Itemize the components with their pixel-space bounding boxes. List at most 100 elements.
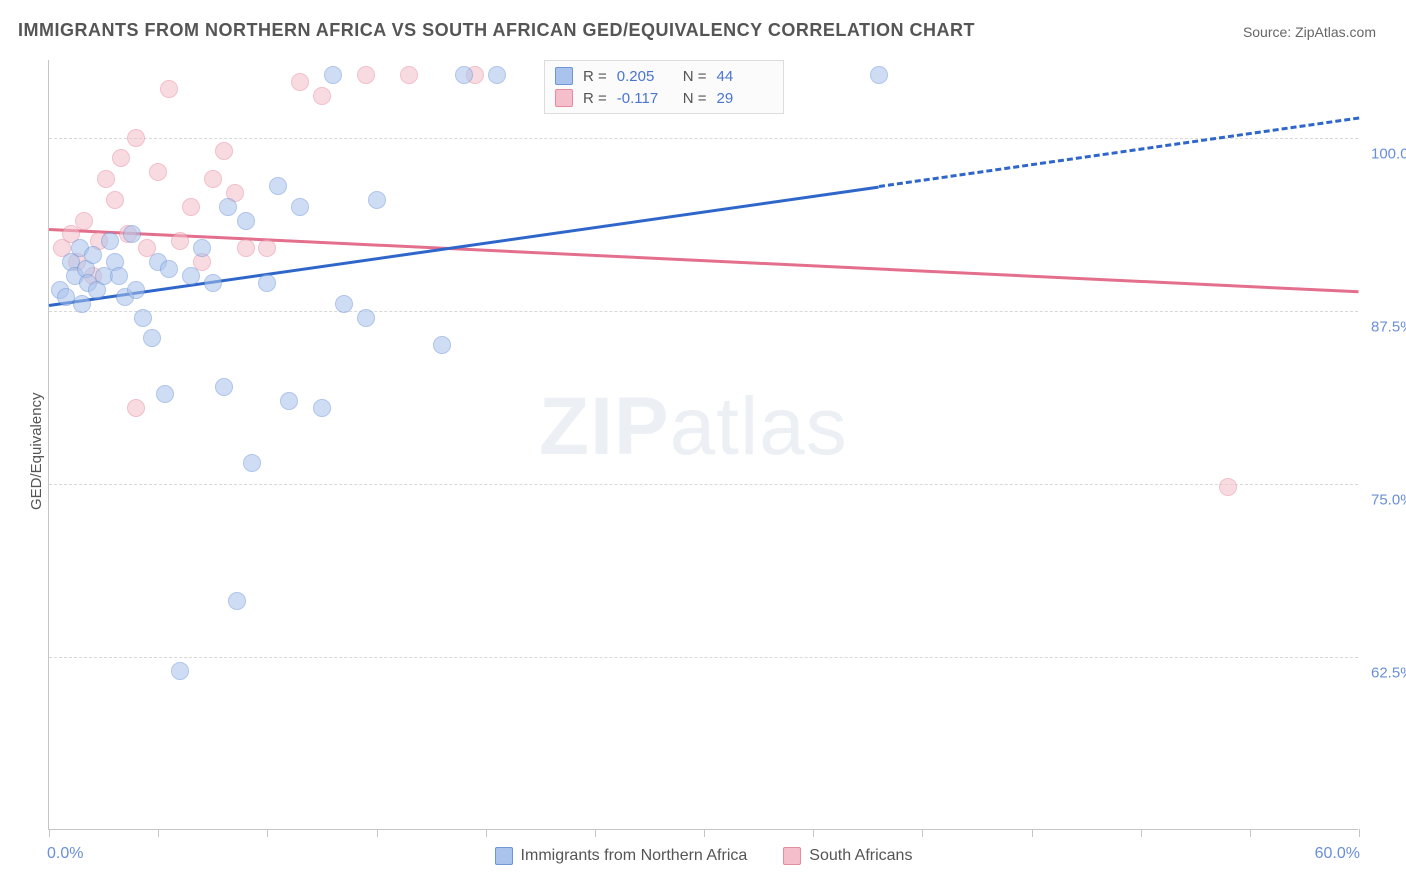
r-label: R = (583, 90, 607, 107)
data-point[interactable] (106, 191, 124, 209)
legend-item-series-a: Immigrants from Northern Africa (495, 847, 748, 865)
x-tick (1032, 829, 1033, 837)
data-point[interactable] (488, 66, 506, 84)
y-tick-label: 100.0% (1371, 145, 1406, 162)
data-point[interactable] (455, 66, 473, 84)
data-point[interactable] (149, 163, 167, 181)
data-point[interactable] (156, 385, 174, 403)
swatch-series-a (495, 847, 513, 865)
gridline (49, 657, 1358, 658)
data-point[interactable] (84, 246, 102, 264)
legend-item-series-b: South Africans (783, 847, 912, 865)
x-tick (377, 829, 378, 837)
data-point[interactable] (143, 329, 161, 347)
r-label: R = (583, 68, 607, 85)
swatch-series-b (783, 847, 801, 865)
data-point[interactable] (291, 73, 309, 91)
data-point[interactable] (204, 274, 222, 292)
data-point[interactable] (127, 129, 145, 147)
data-point[interactable] (134, 309, 152, 327)
data-point[interactable] (228, 592, 246, 610)
data-point[interactable] (870, 66, 888, 84)
data-point[interactable] (215, 378, 233, 396)
data-point[interactable] (182, 267, 200, 285)
data-point[interactable] (243, 454, 261, 472)
data-point[interactable] (237, 239, 255, 257)
data-point[interactable] (324, 66, 342, 84)
data-point[interactable] (400, 66, 418, 84)
data-point[interactable] (127, 399, 145, 417)
data-point[interactable] (368, 191, 386, 209)
n-value-b: 29 (717, 90, 773, 107)
chart-container: IMMIGRANTS FROM NORTHERN AFRICA VS SOUTH… (0, 0, 1406, 892)
data-point[interactable] (258, 274, 276, 292)
data-point[interactable] (160, 260, 178, 278)
data-point[interactable] (1219, 478, 1237, 496)
x-tick (486, 829, 487, 837)
legend-row-series-a: R = 0.205 N = 44 (555, 65, 773, 87)
source-attribution: Source: ZipAtlas.com (1243, 24, 1376, 40)
data-point[interactable] (123, 225, 141, 243)
y-tick-label: 87.5% (1371, 318, 1406, 335)
n-label: N = (683, 90, 707, 107)
data-point[interactable] (357, 66, 375, 84)
chart-title: IMMIGRANTS FROM NORTHERN AFRICA VS SOUTH… (18, 20, 975, 41)
x-tick (813, 829, 814, 837)
y-axis-title: GED/Equivalency (28, 392, 45, 510)
r-value-b: -0.117 (617, 90, 673, 107)
source-link[interactable]: ZipAtlas.com (1295, 24, 1376, 40)
data-point[interactable] (171, 662, 189, 680)
data-point[interactable] (127, 281, 145, 299)
data-point[interactable] (182, 198, 200, 216)
series-a-label: Immigrants from Northern Africa (521, 847, 748, 865)
data-point[interactable] (160, 80, 178, 98)
series-b-label: South Africans (809, 847, 912, 865)
x-tick (704, 829, 705, 837)
x-tick (595, 829, 596, 837)
x-tick (267, 829, 268, 837)
y-tick-label: 75.0% (1371, 491, 1406, 508)
data-point[interactable] (193, 239, 211, 257)
x-tick (1250, 829, 1251, 837)
x-tick (1359, 829, 1360, 837)
watermark: ZIPatlas (539, 380, 848, 474)
data-point[interactable] (237, 212, 255, 230)
x-tick (49, 829, 50, 837)
trend-line (49, 228, 1359, 293)
swatch-series-a (555, 67, 573, 85)
data-point[interactable] (269, 177, 287, 195)
data-point[interactable] (291, 198, 309, 216)
data-point[interactable] (97, 170, 115, 188)
data-point[interactable] (75, 212, 93, 230)
data-point[interactable] (112, 149, 130, 167)
swatch-series-b (555, 89, 573, 107)
data-point[interactable] (433, 336, 451, 354)
data-point[interactable] (101, 232, 119, 250)
watermark-rest: atlas (670, 381, 848, 472)
data-point[interactable] (215, 142, 233, 160)
x-tick (922, 829, 923, 837)
plot-area: ZIPatlas R = 0.205 N = 44 R = -0.117 N =… (48, 60, 1358, 830)
data-point[interactable] (357, 309, 375, 327)
data-point[interactable] (335, 295, 353, 313)
gridline (49, 484, 1358, 485)
x-tick (158, 829, 159, 837)
data-point[interactable] (110, 267, 128, 285)
data-point[interactable] (258, 239, 276, 257)
x-tick (1141, 829, 1142, 837)
data-point[interactable] (171, 232, 189, 250)
data-point[interactable] (73, 295, 91, 313)
trend-line (878, 117, 1359, 189)
correlation-legend: R = 0.205 N = 44 R = -0.117 N = 29 (544, 60, 784, 114)
data-point[interactable] (313, 87, 331, 105)
gridline (49, 138, 1358, 139)
gridline (49, 311, 1358, 312)
data-point[interactable] (313, 399, 331, 417)
n-label: N = (683, 68, 707, 85)
source-prefix: Source: (1243, 24, 1295, 40)
data-point[interactable] (219, 198, 237, 216)
data-point[interactable] (280, 392, 298, 410)
series-legend: Immigrants from Northern Africa South Af… (49, 847, 1358, 865)
n-value-a: 44 (717, 68, 773, 85)
data-point[interactable] (204, 170, 222, 188)
